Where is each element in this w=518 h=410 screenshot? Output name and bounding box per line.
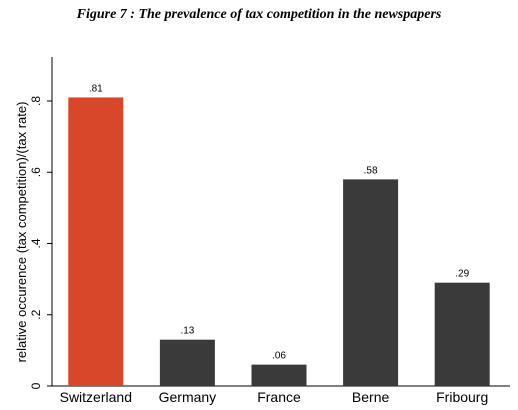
bar-switzerland (68, 97, 124, 386)
y-axis-title: relative occurence (tax competition)/(ta… (14, 102, 29, 363)
data-label-fribourg: .29 (455, 269, 469, 280)
data-label-switzerland: .81 (89, 83, 103, 94)
data-label-berne: .58 (364, 165, 378, 176)
x-tick-label-fribourg: Fribourg (436, 389, 488, 405)
bars: .81 .13 .06 .58 .29 (68, 83, 490, 386)
y-tick-label: .8 (29, 96, 43, 106)
x-tick-labels: Switzerland Germany France Berne Fribourg (60, 389, 489, 405)
x-tick-label-france: France (257, 389, 301, 405)
y-tick-label: 0 (29, 382, 43, 389)
bar-germany (159, 339, 215, 386)
x-tick-label-berne: Berne (352, 389, 390, 405)
y-tick-label: .4 (29, 238, 43, 248)
bar-fribourg (434, 282, 490, 386)
y-tick-label: .6 (29, 167, 43, 177)
x-tick-label-switzerland: Switzerland (60, 389, 132, 405)
y-ticks: 0 .2 .4 .6 .8 (29, 96, 52, 389)
data-label-france: .06 (272, 351, 286, 362)
data-label-germany: .13 (180, 326, 194, 337)
bar-france (251, 364, 307, 386)
y-tick-label: .2 (29, 309, 43, 319)
x-tick-label-germany: Germany (159, 389, 217, 405)
figure-caption: Figure 7 : The prevalence of tax competi… (76, 7, 442, 22)
bar-berne (343, 179, 399, 386)
